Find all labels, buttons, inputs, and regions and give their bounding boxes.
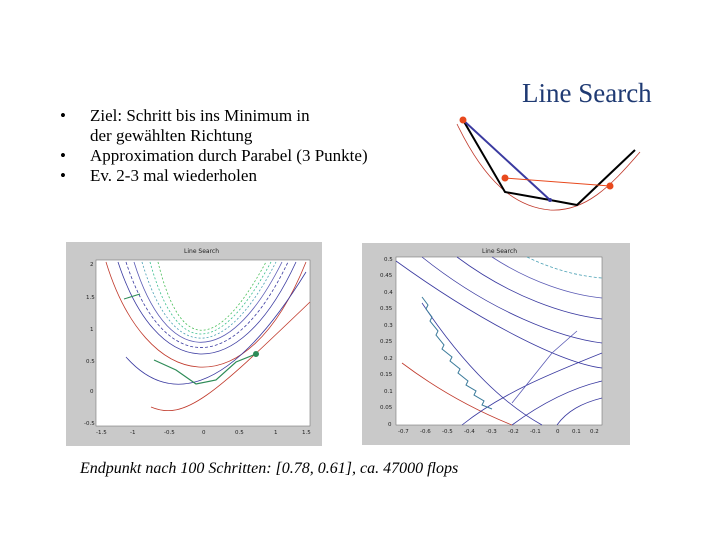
- contour-line: [141, 261, 277, 339]
- bullet-marker: •: [60, 106, 66, 125]
- secant-line: [504, 177, 611, 187]
- y-tick-label: 0.35: [380, 306, 393, 312]
- minimum-marker: [548, 198, 552, 202]
- contour-line: [421, 302, 543, 426]
- point-marker-2: [501, 174, 509, 182]
- y-tick-labels: 0.5 0.45 0.4 0.35 0.3 0.25 0.2 0.15 0.1 …: [380, 257, 393, 428]
- x-tick-label: -0.2: [508, 429, 519, 435]
- contour-line: [117, 261, 297, 355]
- slide-title: Line Search: [522, 78, 652, 108]
- x-tick-label: -0.5: [442, 429, 453, 435]
- y-tick-labels: 2 1.5 1 0.5 0 -0.5: [84, 262, 95, 427]
- x-tick-label: -0.5: [164, 430, 175, 436]
- contour-line: [133, 261, 283, 343]
- search-path: [153, 353, 257, 385]
- y-tick-label: 0.4: [384, 290, 393, 296]
- y-tick-label: 0.5: [384, 257, 393, 263]
- x-tick-label: 1.5: [302, 430, 311, 436]
- x-tick-label: 0.5: [235, 430, 244, 436]
- contour-line: [511, 330, 578, 404]
- contour-plot-svg: -0.7 -0.6 -0.5 -0.4 -0.3 -0.2 -0.1 0 0.1…: [380, 256, 603, 435]
- y-tick-label: 0.05: [380, 405, 393, 411]
- x-tick-labels: -1.5 -1 -0.5 0 0.5 1 1.5: [96, 430, 311, 436]
- figure-caption: Endpunkt nach 100 Schritten: [0.78, 0.61…: [80, 460, 459, 477]
- contour-lines: [395, 256, 603, 426]
- bullet-text: Approximation durch Parabel (3 Punkte): [90, 146, 368, 165]
- y-tick-label: 0.1: [384, 389, 393, 395]
- x-tick-label: -0.4: [464, 429, 475, 435]
- x-tick-label: -0.6: [420, 429, 431, 435]
- contour-line: [456, 256, 603, 320]
- x-tick-label: -0.3: [486, 429, 497, 435]
- bullet-list: • Ziel: Schritt bis ins Minimum in der g…: [60, 106, 368, 186]
- x-tick-label: 0: [556, 429, 560, 435]
- y-tick-label: -0.5: [84, 421, 95, 427]
- bullet-marker: •: [60, 146, 66, 165]
- y-tick-label: 0.5: [86, 359, 95, 365]
- search-path-start: [123, 293, 141, 300]
- contour-line: [149, 261, 272, 335]
- contour-line: [395, 260, 603, 369]
- line-search-diagram: [456, 116, 641, 211]
- y-tick-label: 1.5: [86, 295, 95, 301]
- contour-plot-right: Line Search -0.7 -0.6 -0.5 -0.4 -0.3 -0.…: [362, 243, 630, 445]
- y-tick-label: 1: [90, 327, 94, 333]
- y-tick-label: 0: [90, 389, 94, 395]
- x-tick-label: 0.1: [572, 429, 581, 435]
- x-tick-label: 1: [274, 430, 278, 436]
- contour-line: [105, 261, 307, 368]
- function-polyline: [462, 119, 636, 207]
- parabola-curve: [456, 123, 641, 211]
- contour-line: [461, 352, 603, 426]
- contour-line: [491, 256, 603, 299]
- point-marker-1: [459, 116, 467, 124]
- contour-line: [526, 256, 603, 279]
- contour-line: [511, 380, 603, 426]
- y-tick-label: 0.25: [380, 339, 393, 345]
- bullet-item: • Ev. 2-3 mal wiederholen: [60, 166, 368, 186]
- x-tick-label: 0: [202, 430, 206, 436]
- y-tick-label: 0.3: [384, 323, 393, 329]
- bullet-item: • Ziel: Schritt bis ins Minimum in der g…: [60, 106, 368, 146]
- plot-area: [95, 259, 311, 427]
- contour-line: [157, 261, 267, 331]
- search-direction-line: [462, 119, 551, 201]
- bullet-marker: •: [60, 166, 66, 185]
- bullet-item: • Approximation durch Parabel (3 Punkte): [60, 146, 368, 166]
- x-tick-labels: -0.7 -0.6 -0.5 -0.4 -0.3 -0.2 -0.1 0 0.1…: [398, 429, 599, 435]
- plot-title: Line Search: [482, 248, 518, 255]
- x-tick-label: -0.1: [530, 429, 541, 435]
- bullet-text: Ev. 2-3 mal wiederholen: [90, 166, 257, 185]
- contour-lines: [105, 261, 311, 411]
- x-tick-label: -1.5: [96, 430, 107, 436]
- bullet-text-cont: der gewählten Richtung: [90, 126, 253, 145]
- y-tick-label: 0.45: [380, 273, 393, 279]
- search-endpoint: [253, 351, 259, 357]
- contour-line: [556, 397, 603, 426]
- y-tick-label: 2: [90, 262, 94, 268]
- contour-line: [401, 362, 513, 426]
- contour-line: [125, 261, 289, 348]
- x-tick-label: -1: [130, 430, 135, 436]
- x-tick-label: -0.7: [398, 429, 409, 435]
- point-marker-3: [606, 182, 614, 190]
- x-tick-label: 0.2: [590, 429, 599, 435]
- y-tick-label: 0.15: [380, 372, 393, 378]
- contour-plot-left: Line Search -1.5 -1 -0.5 0 0.5 1 1.5 2: [66, 242, 322, 446]
- y-tick-label: 0: [388, 422, 392, 428]
- plot-title: Line Search: [184, 248, 220, 255]
- contour-line: [125, 271, 307, 385]
- contour-plot-svg: -1.5 -1 -0.5 0 0.5 1 1.5 2 1.5 1 0.5 0 -…: [84, 259, 311, 436]
- y-tick-label: 0.2: [384, 356, 393, 362]
- bullet-text: Ziel: Schritt bis ins Minimum in: [90, 106, 310, 125]
- search-path: [421, 296, 493, 410]
- contour-line: [421, 256, 603, 344]
- contour-line: [150, 301, 311, 411]
